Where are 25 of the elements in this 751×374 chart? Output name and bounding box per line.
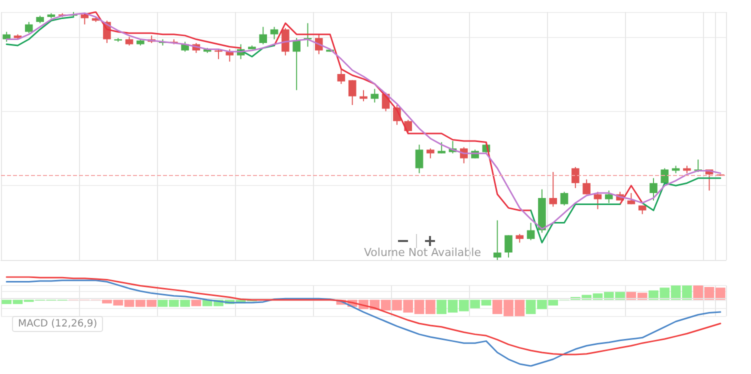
candlestick	[560, 191, 568, 206]
candlestick	[259, 26, 268, 45]
candlestick	[360, 90, 368, 102]
candlestick	[582, 178, 590, 195]
candlestick	[370, 88, 379, 104]
candlestick	[282, 28, 290, 56]
candlestick	[504, 234, 512, 258]
candlestick	[337, 68, 346, 84]
candlestick	[650, 178, 658, 201]
candlestick	[604, 190, 613, 204]
candlestick	[438, 142, 446, 154]
candlestick	[292, 38, 300, 91]
candlestick	[270, 26, 278, 40]
candlestick	[549, 171, 558, 208]
annotation: Volume Not Available	[364, 246, 482, 259]
candlestick	[2, 31, 10, 42]
candlestick	[415, 144, 424, 174]
text: MACD (12,26,9)	[18, 318, 98, 330]
candlestick	[572, 166, 580, 189]
candlestick	[348, 80, 356, 106]
candlestick	[24, 21, 33, 34]
candlestick	[526, 222, 535, 241]
candlestick	[493, 220, 502, 260]
bar	[191, 300, 202, 306]
candlestick	[426, 148, 434, 159]
